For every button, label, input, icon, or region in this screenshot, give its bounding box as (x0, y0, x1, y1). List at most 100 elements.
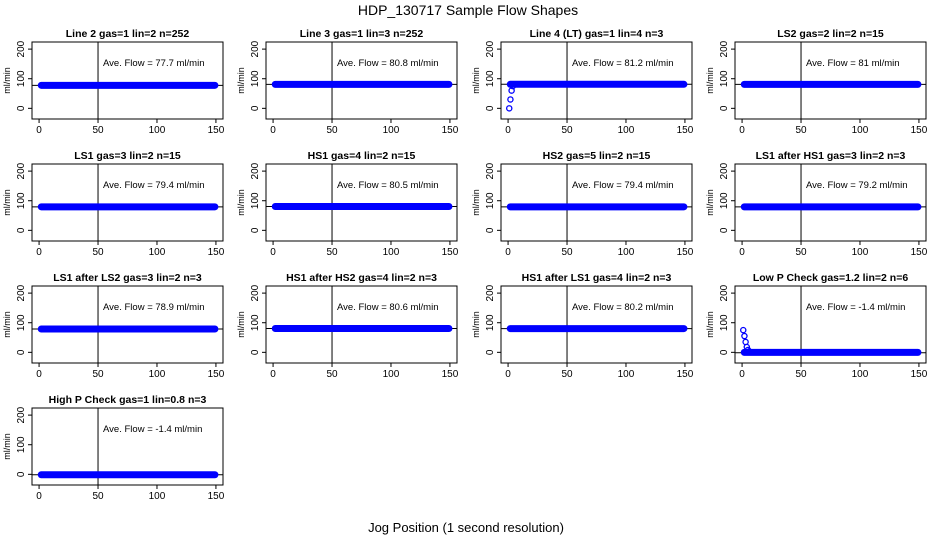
y-tick-label: 200 (16, 40, 27, 57)
y-tick-label: 0 (16, 349, 27, 355)
x-tick-label: 150 (442, 247, 459, 258)
y-axis-label: ml/min (2, 433, 12, 460)
data-band (271, 80, 453, 88)
y-axis-label: ml/min (236, 67, 246, 94)
y-axis-label: ml/min (471, 311, 481, 338)
x-tick-label: 50 (326, 125, 338, 136)
x-tick-label: 50 (92, 369, 104, 380)
x-tick-label: 100 (618, 125, 635, 136)
x-tick-label: 150 (911, 247, 928, 258)
chart-panel: HS1 after HS2 gas=4 lin=2 n=3 0 50 100 150 0 1… (236, 272, 459, 380)
y-tick-label: 200 (485, 284, 496, 301)
x-tick-label: 0 (739, 369, 745, 380)
x-tick-label: 100 (149, 491, 166, 502)
data-band (271, 324, 453, 332)
chart-panel: HS1 gas=4 lin=2 n=15 0 50 100 150 0 100 200 ml/m… (236, 150, 459, 258)
y-tick-label: 200 (719, 284, 730, 301)
y-axis-label: ml/min (471, 67, 481, 94)
data-band (506, 325, 688, 333)
y-tick-label: 200 (16, 284, 27, 301)
chart-panel: HS2 gas=5 lin=2 n=15 0 50 100 150 0 100 200 ml/m… (471, 150, 694, 258)
y-tick-label: 100 (16, 436, 27, 453)
x-tick-label: 50 (795, 247, 807, 258)
y-tick-label: 0 (719, 227, 730, 233)
x-tick-label: 50 (561, 247, 573, 258)
chart-panel: Low P Check gas=1.2 lin=2 n=6 0 50 100 150 0 1… (705, 272, 928, 380)
figure-title: HDP_130717 Sample Flow Shapes (358, 2, 578, 18)
chart-panel: LS1 after HS1 gas=3 lin=2 n=3 0 50 100 150 0 1… (705, 150, 928, 258)
y-tick-label: 100 (250, 314, 261, 331)
y-tick-label: 100 (485, 314, 496, 331)
panel-title: HS2 gas=5 lin=2 n=15 (543, 150, 651, 162)
x-tick-label: 0 (270, 125, 276, 136)
plot-frame (265, 285, 458, 364)
y-tick-label: 200 (16, 162, 27, 179)
y-tick-label: 0 (16, 105, 27, 111)
data-point (507, 96, 514, 103)
plot-frame (500, 163, 693, 242)
y-tick-label: 100 (719, 192, 730, 209)
x-tick-label: 100 (618, 369, 635, 380)
panel-title: HS1 after LS1 gas=4 lin=2 n=3 (522, 272, 672, 284)
average-flow-annotation: Ave. Flow = 80.2 ml/min (572, 302, 673, 313)
x-tick-label: 50 (92, 491, 104, 502)
data-band (740, 203, 922, 211)
average-flow-annotation: Ave. Flow = -1.4 ml/min (103, 424, 202, 435)
average-flow-annotation: Ave. Flow = 81.2 ml/min (572, 58, 673, 69)
x-tick-label: 0 (505, 369, 511, 380)
y-axis-label: ml/min (2, 311, 12, 338)
x-tick-label: 100 (383, 369, 400, 380)
x-tick-label: 0 (505, 125, 511, 136)
x-tick-label: 100 (852, 247, 869, 258)
chart-panel: LS1 gas=3 lin=2 n=15 0 50 100 150 0 100 200 ml/m… (2, 150, 225, 258)
x-tick-label: 50 (92, 125, 104, 136)
data-point (509, 82, 517, 90)
x-tick-label: 100 (149, 369, 166, 380)
average-flow-annotation: Ave. Flow = 77.7 ml/min (103, 58, 204, 69)
x-tick-label: 100 (149, 125, 166, 136)
y-tick-label: 200 (250, 284, 261, 301)
x-tick-label: 0 (505, 247, 511, 258)
chart-panel: HS1 after LS1 gas=4 lin=2 n=3 0 50 100 150 0 1… (471, 272, 694, 380)
average-flow-annotation: Ave. Flow = 79.4 ml/min (572, 180, 673, 191)
y-tick-label: 100 (485, 192, 496, 209)
plot-frame (734, 41, 927, 120)
average-flow-annotation: Ave. Flow = 80.5 ml/min (337, 180, 438, 191)
x-tick-label: 100 (852, 125, 869, 136)
chart-panel: Line 3 gas=1 lin=3 n=252 0 50 100 150 0 100 200… (236, 28, 459, 136)
y-tick-label: 0 (250, 349, 261, 355)
average-flow-annotation: Ave. Flow = 81 ml/min (806, 58, 900, 69)
average-flow-annotation: Ave. Flow = 80.6 ml/min (337, 302, 438, 313)
x-tick-label: 150 (208, 491, 225, 502)
y-tick-label: 100 (719, 314, 730, 331)
y-tick-label: 100 (16, 314, 27, 331)
plot-frame (734, 163, 927, 242)
x-tick-label: 0 (739, 125, 745, 136)
x-tick-label: 50 (326, 247, 338, 258)
average-flow-annotation: Ave. Flow = -1.4 ml/min (806, 302, 905, 313)
y-axis-label: ml/min (2, 67, 12, 94)
y-tick-label: 0 (250, 105, 261, 111)
x-tick-label: 100 (383, 125, 400, 136)
y-tick-label: 200 (719, 162, 730, 179)
x-tick-label: 150 (208, 125, 225, 136)
y-tick-label: 100 (250, 70, 261, 87)
y-tick-label: 100 (16, 192, 27, 209)
data-band (740, 348, 922, 356)
y-tick-label: 0 (250, 227, 261, 233)
data-band (506, 80, 688, 88)
panel-title: LS1 after LS2 gas=3 lin=2 n=3 (53, 272, 202, 284)
data-band (37, 81, 219, 89)
y-tick-label: 200 (250, 40, 261, 57)
average-flow-annotation: Ave. Flow = 79.2 ml/min (806, 180, 907, 191)
y-axis-label: ml/min (236, 311, 246, 338)
y-tick-label: 0 (719, 349, 730, 355)
y-axis-label: ml/min (705, 311, 715, 338)
plot-frame (500, 285, 693, 364)
x-tick-label: 0 (36, 247, 42, 258)
chart-panel: LS1 after LS2 gas=3 lin=2 n=3 0 50 100 150 0 1… (2, 272, 225, 380)
average-flow-annotation: Ave. Flow = 80.8 ml/min (337, 58, 438, 69)
panel-title: LS1 gas=3 lin=2 n=15 (74, 150, 181, 162)
plot-frame (265, 41, 458, 120)
